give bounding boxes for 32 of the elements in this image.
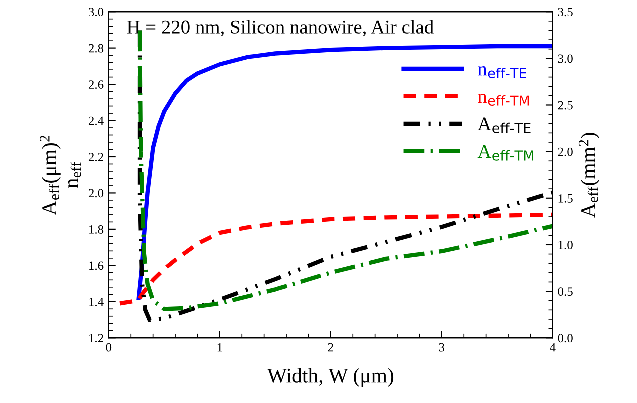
legend-label: n$_{eff-TE}$	[478, 66, 526, 79]
x-tick-label: 0	[106, 343, 112, 352]
y2-tick-label: 1.0	[558, 240, 573, 250]
y2-tick-label: 2.5	[558, 101, 573, 110]
x-tick-label: 2	[328, 343, 334, 352]
legend-label: A$_{eff-TE}$	[478, 118, 531, 134]
y-tick-label: 3.0	[89, 8, 104, 17]
y-tick-label: 2.0	[88, 189, 104, 198]
legend-label: A$_{eff-TM}$	[478, 145, 534, 161]
x-tick-label: 3	[439, 343, 445, 352]
x-axis-title: Width, W (μm)	[267, 368, 394, 388]
y-tick-label: 2.2	[88, 153, 104, 162]
y-tick-label: 1.2	[90, 334, 104, 343]
y2-tick-label: 2.0	[558, 148, 573, 156]
y2-tick-label: 1.5	[558, 194, 573, 203]
x-tick-label: 1	[218, 343, 222, 352]
legend-label: n$_{eff-TM}$	[478, 94, 530, 106]
y2-tick-label: 3.0	[558, 54, 573, 64]
y2-tick-label: 0.0	[558, 334, 573, 343]
y-tick-label: 1.6	[90, 262, 104, 270]
x-tick-label: 4	[550, 343, 556, 352]
y-tick-label: 1.4	[90, 298, 104, 306]
y2-axis-title: A$_{eff}$(mm$^{2}$)	[578, 133, 600, 218]
line-series	[118, 212, 553, 306]
annotation: H = 220 nm, Silicon nanowire, Air clad	[127, 20, 434, 37]
text: A$_{eff}$(μm)$^{2}$ n$_{eff}$	[40, 136, 82, 216]
y-tick-label: 2.6	[88, 80, 104, 90]
y2-tick-label: 0.5	[558, 288, 573, 296]
y-tick-label: 2.8	[88, 44, 104, 53]
y-tick-label: 2.4	[88, 116, 104, 126]
y-tick-label: 1.8	[90, 225, 104, 234]
y2-tick-label: 3.5	[558, 8, 573, 17]
